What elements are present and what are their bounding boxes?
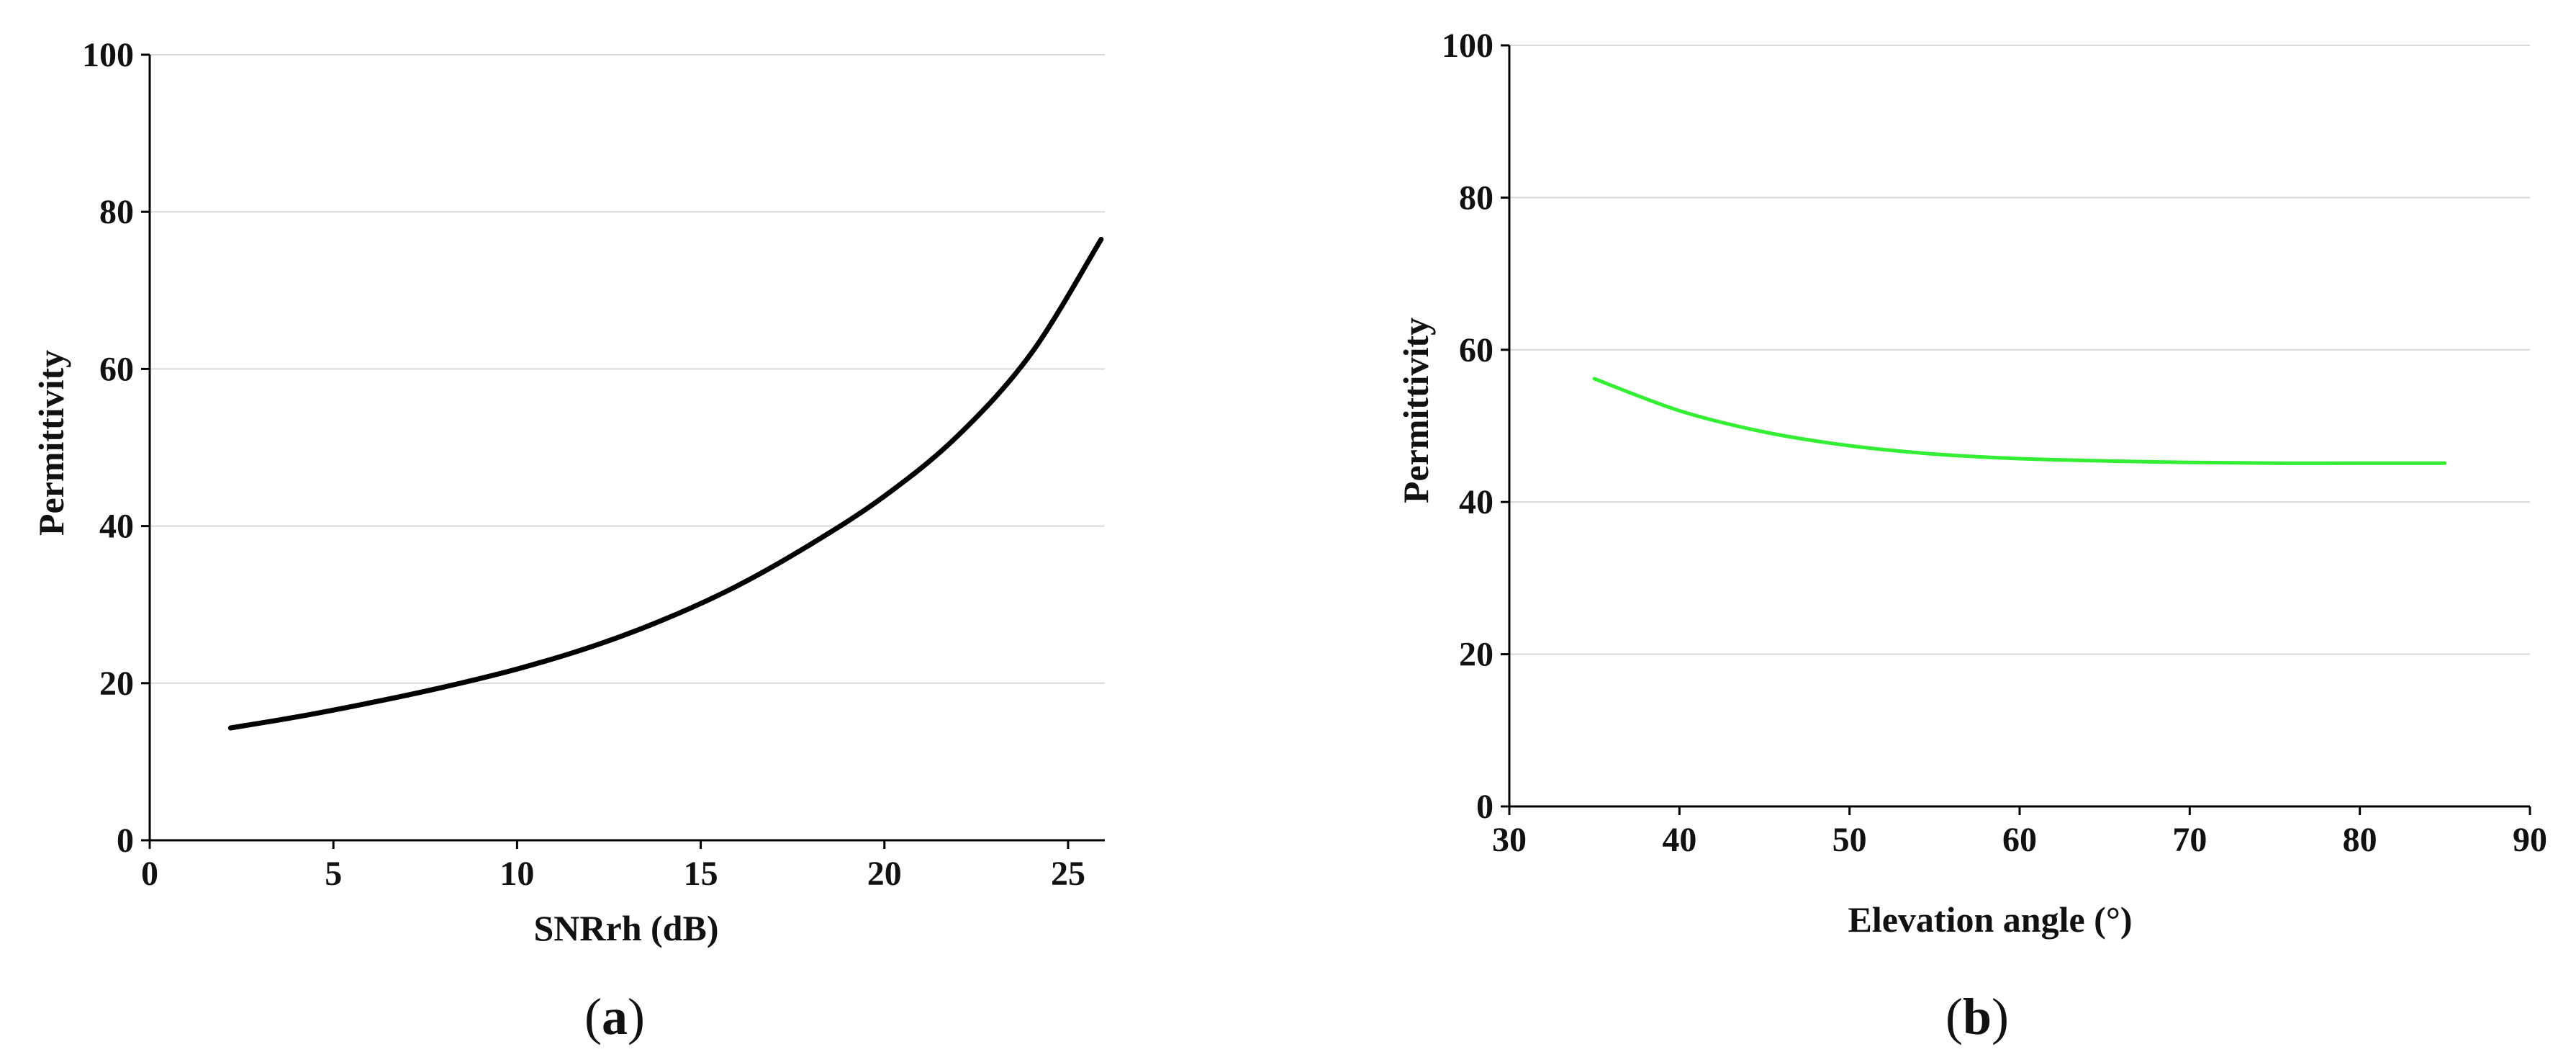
y-axis-label-a: Permittivity	[31, 350, 71, 536]
series-b	[1592, 377, 2447, 465]
x-tick-label-a-1: 5	[325, 855, 342, 893]
y-tick-label-a-0: 0	[117, 822, 134, 860]
y-tick-label-a-5: 100	[82, 36, 134, 74]
chart-panel-b: 0 20 40 60 80 100 30 40 50 60 70 80 90 Elevation ang…	[1396, 27, 2547, 1045]
y-tick-label-b-5: 100	[1442, 27, 1493, 65]
y-tick-label-a-3: 60	[99, 350, 134, 388]
x-tick-label-b-0: 30	[1492, 821, 1527, 859]
x-tick-label-b-1: 40	[1662, 821, 1696, 859]
panel-letter-b: b	[1963, 988, 1992, 1045]
x-axis-label-a: SNRrh (dB)	[534, 908, 719, 948]
ticks-b: 0 20 40 60 80 100 30 40 50 60 70 80 90	[1442, 27, 2547, 859]
ticks-a: 0 20 40 60 80 100 0 5 10 15 20 25	[82, 36, 1085, 893]
x-tick-label-b-6: 90	[2513, 821, 2547, 859]
x-tick-label-a-5: 25	[1051, 855, 1085, 893]
panel-letter-a: a	[602, 988, 628, 1045]
x-tick-label-b-3: 60	[2002, 821, 2037, 859]
axes-b	[1508, 45, 2530, 808]
panel-label-a: (a)	[584, 988, 645, 1045]
chart-panel-a: 0 20 40 60 80 100 0 5 10 15 20 25 SNRrh (dB) Permit…	[31, 36, 1105, 1045]
x-tick-label-a-3: 15	[684, 855, 718, 893]
y-tick-label-a-2: 40	[99, 508, 134, 546]
x-tick-label-a-2: 10	[500, 855, 534, 893]
axes-a	[148, 55, 1105, 842]
y-tick-label-b-2: 40	[1459, 483, 1493, 521]
x-axis-label-b: Elevation angle (°)	[1848, 899, 2133, 940]
y-tick-label-b-3: 60	[1459, 331, 1493, 369]
x-tick-label-b-4: 70	[2172, 821, 2207, 859]
y-tick-label-a-1: 20	[99, 665, 134, 703]
x-tick-label-b-2: 50	[1832, 821, 1867, 859]
grid-a	[150, 54, 1105, 684]
series-line-b-0	[1592, 377, 2447, 465]
x-tick-label-a-4: 20	[867, 855, 902, 893]
y-axis-label-b: Permittivity	[1396, 318, 1436, 503]
panel-label-b: (b)	[1945, 988, 2009, 1045]
y-tick-label-b-4: 80	[1459, 179, 1493, 217]
x-tick-label-b-5: 80	[2343, 821, 2377, 859]
series-line-a-0	[227, 236, 1104, 731]
y-tick-label-a-4: 80	[99, 193, 134, 231]
y-tick-label-b-0: 0	[1476, 788, 1493, 826]
x-tick-label-a-0: 0	[141, 855, 158, 893]
grid-b	[1509, 45, 2530, 655]
y-tick-label-b-1: 20	[1459, 636, 1493, 674]
series-a	[227, 236, 1104, 731]
